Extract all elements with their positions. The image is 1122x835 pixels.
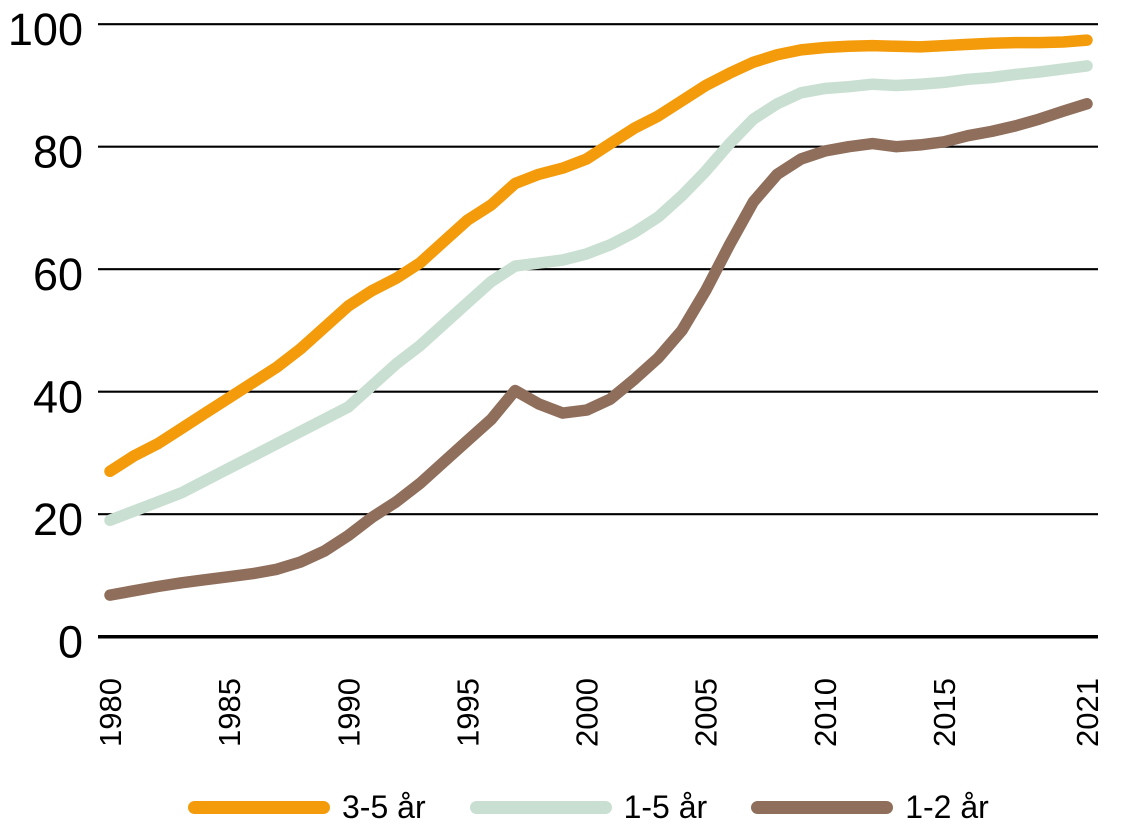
chart-legend: 3-5 år 1-5 år 1-2 år	[188, 791, 989, 823]
y-tick-label: 20	[33, 494, 83, 545]
x-tick-label: 2005	[689, 678, 724, 747]
legend-swatch-3-5-ar-icon	[188, 800, 330, 814]
legend-swatch-1-5-ar-icon	[469, 800, 612, 814]
y-tick-label: 0	[58, 617, 83, 668]
series-line-3-5-år	[104, 34, 1093, 478]
legend-label-1-5-ar: 1-5 år	[623, 789, 708, 825]
x-tick-label: 1990	[331, 678, 366, 747]
x-tick-label: 1985	[212, 678, 247, 747]
series-line-1-5-år	[104, 60, 1093, 527]
legend-label-1-2-ar: 1-2 år	[905, 789, 989, 825]
legend-item-1-5-ar: 1-5 år	[469, 789, 708, 825]
y-tick-label: 60	[33, 249, 83, 300]
x-tick-label: 1995	[450, 678, 485, 747]
line-chart-canvas: 0 20 40 60 80 100 1980 1985 1990 1995 2000 2005 2010…	[8, 4, 1105, 747]
x-tick-label: 2015	[927, 678, 962, 747]
legend-item-3-5-ar: 3-5 år	[188, 791, 426, 823]
legend-label-3-5-ar: 3-5 år	[342, 789, 426, 825]
y-tick-label: 40	[33, 372, 83, 423]
x-tick-label: 1980	[93, 678, 128, 747]
legend-swatch-1-2-ar-icon	[751, 800, 894, 814]
x-tick-label: 2000	[570, 678, 605, 747]
x-tick-label: 2021	[1070, 678, 1105, 747]
legend-item-1-2-ar: 1-2 år	[751, 791, 989, 823]
series-line-1-2-år	[104, 98, 1093, 601]
y-tick-label: 80	[33, 127, 83, 178]
y-tick-label: 100	[8, 4, 83, 55]
x-tick-label: 2010	[808, 678, 843, 747]
